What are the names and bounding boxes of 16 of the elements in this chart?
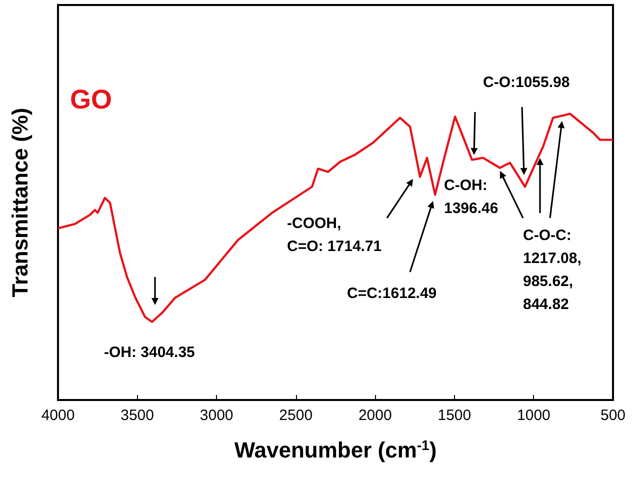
annotation: C-O-C: 1217.08, 985.62, 844.82 — [523, 227, 582, 313]
y-axis-title: Transmittance (%) — [8, 108, 32, 298]
x-tick-label: 1500 — [438, 407, 472, 424]
text: GO — [70, 84, 112, 114]
text: C-O:1055.98 — [483, 74, 570, 91]
x-tick-label: 3000 — [200, 407, 234, 424]
x-tick-label: 1000 — [517, 407, 550, 424]
annotation: -COOH, C=O: 1714.71 — [287, 215, 382, 255]
x-tick-label: 3500 — [120, 407, 154, 424]
x-tick-label: 2500 — [279, 407, 313, 424]
annotation: -OH: 3404.35 — [104, 344, 195, 361]
annotation: C=C:1612.49 — [347, 285, 437, 302]
x-tick-label: 2000 — [358, 407, 392, 424]
x-tick-label: 4000 — [41, 407, 75, 424]
annotation: C-OH: 1396.46 — [444, 177, 498, 217]
x-tick-label: 500 — [600, 407, 626, 424]
